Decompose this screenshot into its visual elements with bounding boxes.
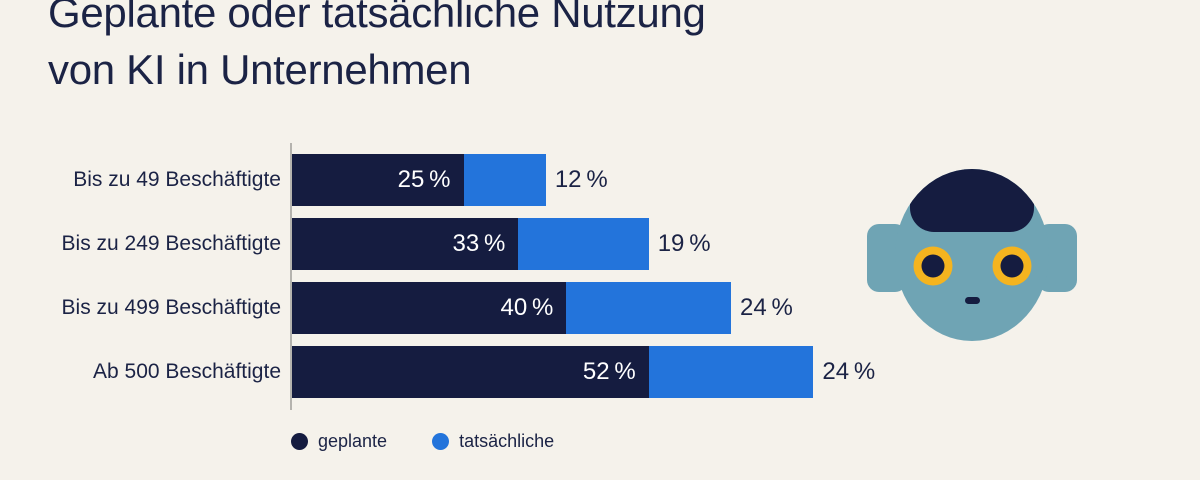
robot-head-illustration xyxy=(867,169,1077,341)
chart-title-line1: Geplante oder tatsächliche Nutzung xyxy=(48,0,706,36)
category-label: Ab 500 Beschäftigte xyxy=(93,360,281,383)
legend-label: tatsächliche xyxy=(459,431,555,451)
y-axis-line xyxy=(290,143,292,410)
bar-segment-geplante: 25 % xyxy=(292,154,464,206)
chart-row: Ab 500 Beschäftigte 52 % 24 % xyxy=(0,346,875,398)
chart-row: Bis zu 499 Beschäftigte 40 % 24 % xyxy=(0,282,793,334)
robot-visor-icon xyxy=(910,169,1034,232)
bar-segment-geplante: 33 % xyxy=(292,218,519,270)
bar-value-label-tatsächliche: 19 % xyxy=(657,230,711,257)
bar-value-label-geplante: 40 % xyxy=(500,294,554,321)
bar-segment-tatsächliche xyxy=(518,218,649,270)
bar-value-label-geplante: 33 % xyxy=(452,230,506,257)
legend-item-tatsächliche: tatsächliche xyxy=(432,431,554,452)
chart-title: Geplante oder tatsächliche Nutzung von K… xyxy=(48,0,706,98)
chart-row: Bis zu 249 Beschäftigte 33 % 19 % xyxy=(0,218,711,270)
bar-segment-tatsächliche xyxy=(463,154,546,206)
category-label: Bis zu 249 Beschäftigte xyxy=(61,232,281,255)
category-label: Bis zu 49 Beschäftigte xyxy=(73,168,281,191)
bar-segment-tatsächliche xyxy=(566,282,732,334)
legend-label: geplante xyxy=(318,431,388,451)
bar-value-label-tatsächliche: 24 % xyxy=(740,294,793,321)
bar-segment-geplante: 52 % xyxy=(292,346,649,398)
robot-eye-right-pupil-icon xyxy=(1000,254,1024,278)
category-label: Bis zu 499 Beschäftigte xyxy=(61,296,281,319)
chart-row: Bis zu 49 Beschäftigte 25 % 12 % xyxy=(0,154,608,206)
bar-segment-tatsächliche xyxy=(648,346,814,398)
chart-title-line2: von KI in Unternehmen xyxy=(48,46,472,93)
legend-dot-icon xyxy=(291,433,308,450)
chart-legend: geplante tatsächliche xyxy=(291,431,554,452)
bar-value-label-geplante: 52 % xyxy=(582,358,636,385)
robot-mouth-icon xyxy=(965,297,980,304)
bar-segment-geplante: 40 % xyxy=(292,282,567,334)
legend-dot-icon xyxy=(432,433,450,450)
bar-value-label-tatsächliche: 12 % xyxy=(554,166,608,193)
robot-eye-left-pupil-icon xyxy=(921,254,945,278)
legend-item-geplante: geplante xyxy=(291,431,387,452)
bar-value-label-tatsächliche: 24 % xyxy=(822,358,876,385)
bar-value-label-geplante: 25 % xyxy=(397,166,451,193)
